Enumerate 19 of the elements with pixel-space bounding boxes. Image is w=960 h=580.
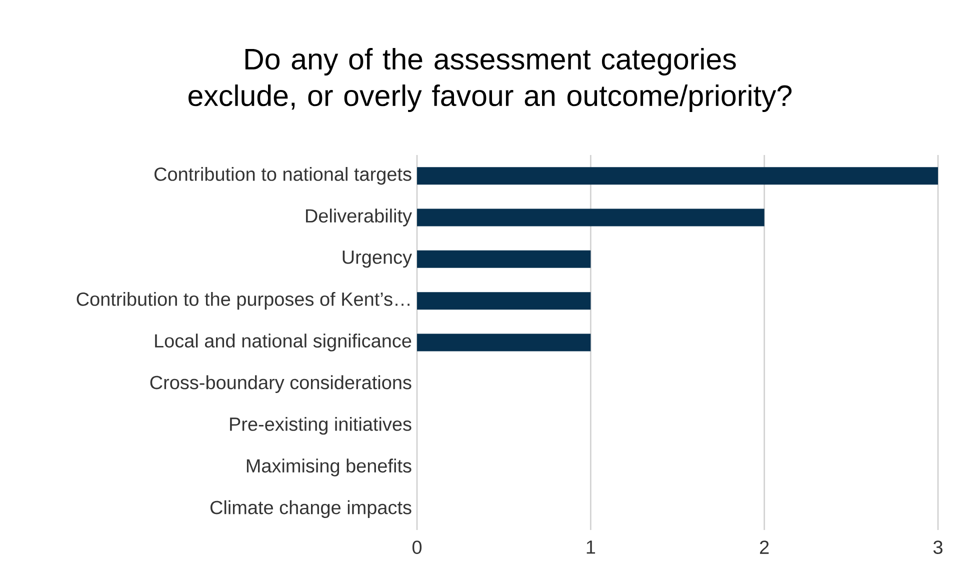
y-tick-label: Deliverability (306, 208, 412, 226)
chart-title: Do any of the assessment categories exclude, or overly favour an outcome/priority? (188, 48, 792, 112)
x-tick-label: 2 (760, 540, 769, 554)
y-tick-label: Contribution to national targets (154, 166, 412, 185)
bar (417, 208, 764, 226)
bar (417, 334, 591, 352)
y-tick-label: Urgency (342, 250, 412, 268)
y-tick-label: Contribution to the purposes of Kent’s… (76, 292, 410, 310)
x-tick-label: 3 (933, 540, 942, 554)
bar (417, 167, 938, 185)
bar (417, 250, 591, 268)
y-tick-label: Maximising benefits (246, 458, 412, 476)
y-tick-label: Pre-existing initiatives (230, 416, 412, 435)
y-tick-label: Local and national significance (155, 334, 412, 352)
bar (417, 292, 591, 310)
y-tick-label: Climate change impacts (210, 500, 412, 518)
x-tick-label: 1 (586, 540, 596, 554)
x-tick-label: 0 (412, 540, 422, 554)
y-tick-label: Cross-boundary considerations (150, 375, 412, 394)
